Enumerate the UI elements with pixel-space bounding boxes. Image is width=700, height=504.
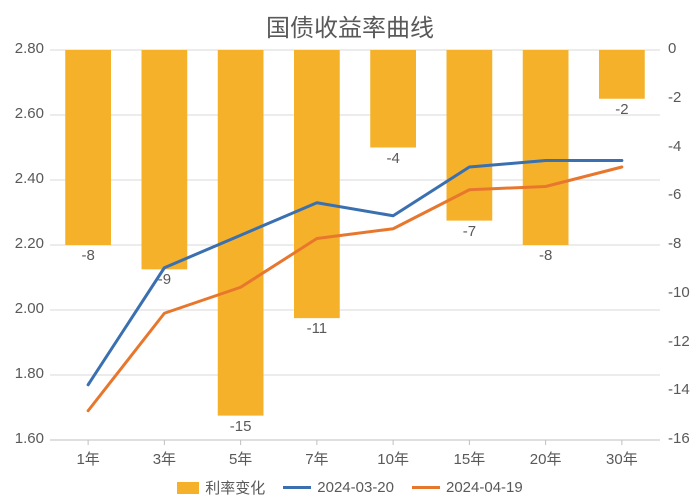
y-right-tick-label: -2 (668, 89, 681, 106)
bar-value-label: -8 (81, 247, 94, 264)
y-right-tick-label: -4 (668, 138, 681, 155)
yield-curve-chart: 国债收益率曲线 -8-9-15-11-4-7-8-21.601.802.002.… (0, 0, 700, 504)
x-tick-label: 5年 (229, 448, 252, 469)
legend-swatch-icon (283, 486, 311, 489)
y-left-tick-label: 2.20 (15, 235, 44, 252)
y-right-tick-label: -10 (668, 284, 690, 301)
legend: 利率变化 2024-03-20 2024-04-19 (0, 477, 700, 498)
legend-swatch-icon (412, 486, 440, 489)
chart-svg (0, 0, 700, 504)
x-tick-label: 20年 (530, 448, 562, 469)
x-tick-label: 7年 (305, 448, 328, 469)
legend-item-line1: 2024-03-20 (283, 479, 394, 496)
y-right-tick-label: -14 (668, 381, 690, 398)
bar-value-label: -4 (386, 150, 399, 167)
legend-label: 利率变化 (205, 477, 265, 498)
bar-value-label: -8 (539, 247, 552, 264)
y-right-tick-label: 0 (668, 40, 676, 57)
x-tick-label: 15年 (454, 448, 486, 469)
y-left-tick-label: 2.60 (15, 105, 44, 122)
x-tick-label: 1年 (76, 448, 99, 469)
y-right-tick-label: -12 (668, 333, 690, 350)
legend-label: 2024-03-20 (317, 479, 394, 496)
y-left-tick-label: 1.80 (15, 365, 44, 382)
y-left-tick-label: 2.00 (15, 300, 44, 317)
y-right-tick-label: -16 (668, 430, 690, 447)
y-right-tick-label: -6 (668, 186, 681, 203)
legend-swatch-icon (177, 482, 199, 494)
legend-label: 2024-04-19 (446, 479, 523, 496)
y-left-tick-label: 2.80 (15, 40, 44, 57)
y-right-tick-label: -8 (668, 235, 681, 252)
legend-item-line2: 2024-04-19 (412, 479, 523, 496)
legend-item-bars: 利率变化 (177, 477, 265, 498)
bar-value-label: -9 (158, 271, 171, 288)
bar-value-label: -11 (307, 320, 328, 337)
x-tick-label: 30年 (606, 448, 638, 469)
x-tick-label: 10年 (377, 448, 409, 469)
bar-value-label: -7 (463, 223, 476, 240)
bar-value-label: -15 (230, 418, 252, 435)
y-left-tick-label: 2.40 (15, 170, 44, 187)
x-tick-label: 3年 (153, 448, 176, 469)
bar-value-label: -2 (615, 101, 628, 118)
y-left-tick-label: 1.60 (15, 430, 44, 447)
